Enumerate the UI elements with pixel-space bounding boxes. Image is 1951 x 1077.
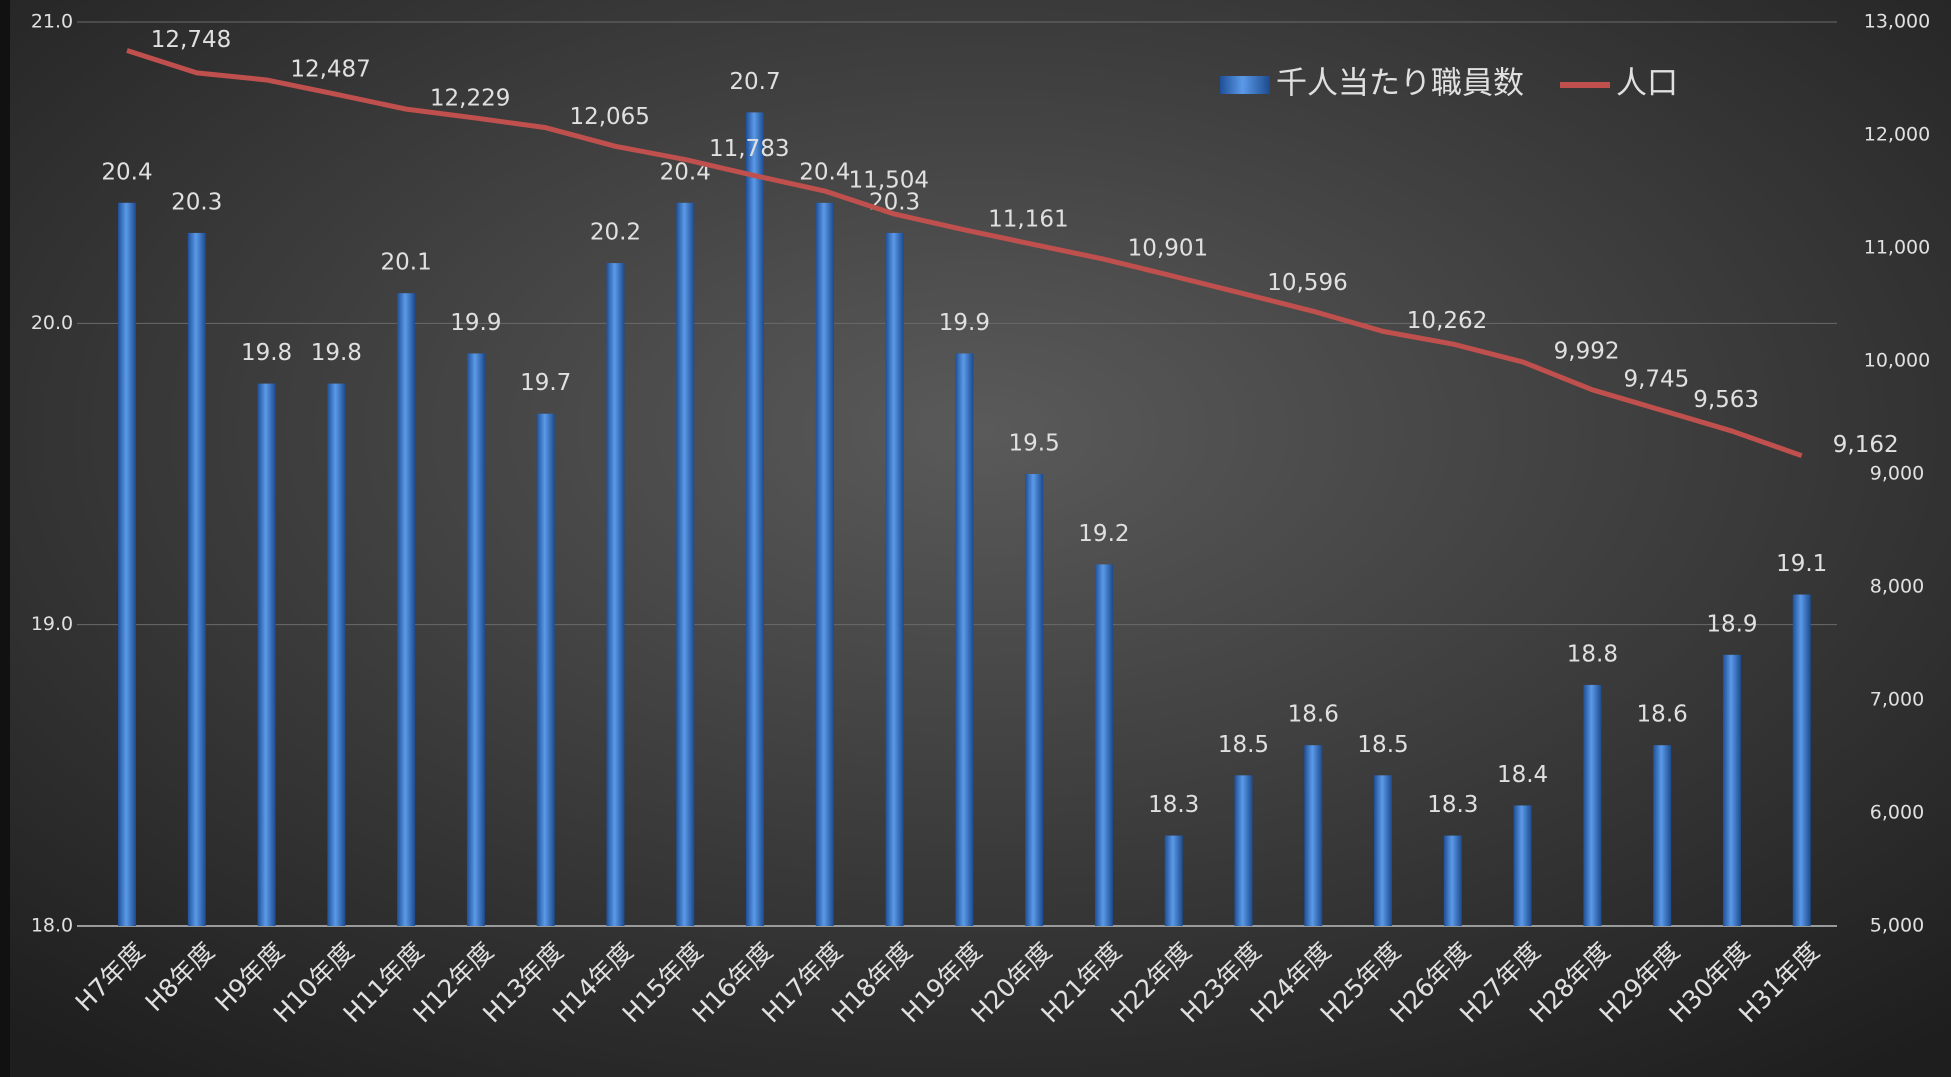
bar-data-label: 20.2: [590, 220, 641, 246]
line-data-label: 10,596: [1267, 270, 1347, 296]
bar: [1164, 835, 1183, 926]
bar-data-label: 18.3: [1427, 792, 1478, 818]
bar-data-label: 19.2: [1078, 521, 1129, 547]
bar: [536, 413, 555, 926]
bar-data-label: 19.9: [450, 310, 501, 336]
y-tick-label: 20.0: [31, 312, 73, 334]
bar: [327, 383, 346, 927]
y2-tick-label: 12,000: [1864, 124, 1930, 146]
line-data-label: 9,745: [1623, 366, 1689, 392]
bar: [466, 353, 485, 926]
line-data-label: 9,563: [1693, 387, 1759, 413]
y2-tick-label: 13,000: [1864, 11, 1930, 33]
y2-tick-label: 7,000: [1870, 689, 1924, 711]
bar-data-label: 19.9: [939, 310, 990, 336]
bar: [1513, 805, 1532, 926]
bar-data-label: 19.5: [1009, 431, 1060, 457]
bar: [1443, 835, 1462, 926]
line-data-label: 12,487: [290, 56, 370, 82]
bar-data-label: 19.7: [520, 370, 571, 396]
bar: [746, 112, 765, 926]
bar: [257, 383, 276, 927]
line-data-label: 11,161: [988, 206, 1068, 232]
bar: [1722, 654, 1741, 926]
y2-tick-label: 11,000: [1864, 237, 1930, 259]
line-data-label: 10,901: [1128, 236, 1208, 262]
bar: [1583, 684, 1602, 926]
bar: [1653, 745, 1672, 926]
line-data-label: 12,748: [151, 27, 231, 53]
y-tick-label: 21.0: [31, 11, 73, 33]
line-data-label: 9,162: [1833, 432, 1899, 458]
bar: [1025, 474, 1044, 926]
legend-label: 人口: [1616, 66, 1678, 102]
bar-data-label: 20.3: [171, 189, 222, 215]
y2-tick-label: 10,000: [1864, 350, 1930, 372]
bar: [815, 202, 834, 927]
bar: [1374, 775, 1393, 926]
y-tick-label: 18.0: [31, 915, 73, 937]
bar-data-label: 18.4: [1497, 762, 1548, 788]
bar: [676, 202, 695, 927]
bar: [397, 293, 416, 926]
legend-label: 千人当たり職員数: [1276, 66, 1524, 102]
line: [126, 48, 1803, 459]
bar: [955, 353, 974, 926]
bar-data-label: 18.5: [1218, 732, 1269, 758]
y2-tick-label: 9,000: [1870, 463, 1924, 485]
line-data-label: 9,992: [1554, 338, 1620, 364]
y2-tick-label: 8,000: [1870, 576, 1924, 598]
bar-data-label: 19.1: [1776, 551, 1827, 577]
bar: [885, 232, 904, 926]
legend-swatch: [1220, 76, 1270, 94]
line-data-label: 12,065: [569, 104, 649, 130]
y2-tick-label: 6,000: [1870, 802, 1924, 824]
bar: [1792, 594, 1811, 926]
line-data-label: 11,504: [849, 168, 929, 194]
line-data-label: 11,783: [709, 136, 789, 162]
bar: [606, 263, 625, 927]
bar-data-label: 18.8: [1567, 641, 1618, 667]
bar: [1234, 775, 1253, 926]
y2-tick-label: 5,000: [1870, 915, 1924, 937]
bar-data-label: 19.8: [241, 340, 292, 366]
bar-data-label: 20.4: [101, 159, 152, 185]
bar-data-label: 20.1: [381, 250, 432, 276]
bar-data-label: 18.3: [1148, 792, 1199, 818]
bar-data-label: 18.5: [1357, 732, 1408, 758]
bar: [118, 202, 136, 927]
bar-data-label: 18.9: [1706, 611, 1757, 637]
y-tick-label: 19.0: [31, 613, 73, 635]
bar: [1304, 745, 1323, 926]
bar-data-label: 20.7: [729, 69, 780, 95]
bar-data-label: 20.3: [869, 189, 920, 215]
line-data-label: 12,229: [430, 86, 510, 112]
bar-data-label: 19.8: [311, 340, 362, 366]
bar-data-label: 18.6: [1288, 702, 1339, 728]
bar-data-label: 20.4: [799, 159, 850, 185]
bar: [1094, 564, 1113, 926]
bar: [187, 232, 206, 926]
bar-data-label: 18.6: [1637, 702, 1688, 728]
line-data-label: 10,262: [1407, 308, 1487, 334]
